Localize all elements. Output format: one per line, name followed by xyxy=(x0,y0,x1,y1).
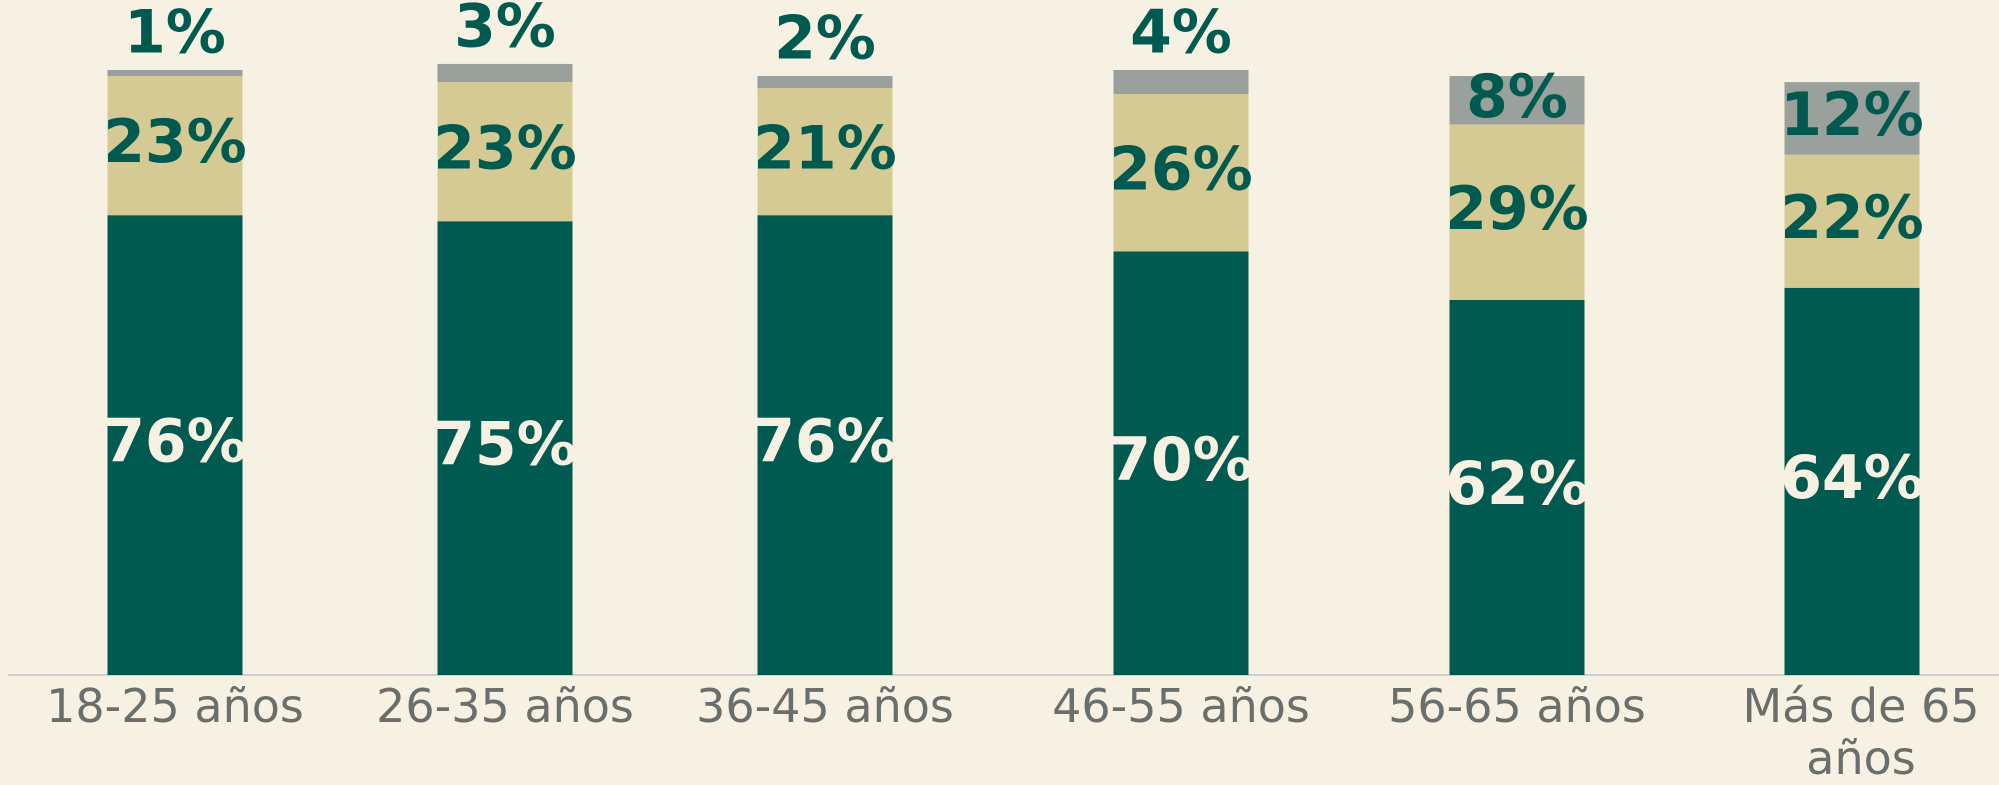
bar-segment xyxy=(1113,94,1249,252)
bar-segment xyxy=(1449,76,1585,125)
value-label: 75% xyxy=(433,410,577,480)
value-label: 62% xyxy=(1445,449,1589,519)
value-label: 70% xyxy=(1109,425,1253,495)
bar-segment xyxy=(437,63,573,83)
bar-segment xyxy=(1113,70,1249,95)
value-label: 23% xyxy=(433,113,577,183)
value-label: 21% xyxy=(753,113,897,183)
bar-segment xyxy=(1449,124,1585,300)
bar-segment xyxy=(757,215,893,675)
value-label: 23% xyxy=(103,107,247,177)
value-label: 22% xyxy=(1780,183,1924,253)
value-label: 26% xyxy=(1109,134,1253,204)
value-label: 76% xyxy=(103,407,247,477)
value-label: 2% xyxy=(774,4,876,74)
bar-segment xyxy=(1449,299,1585,675)
x-tick-label: 56-65 años xyxy=(1388,679,1646,733)
bar-segment xyxy=(107,70,243,77)
value-label: 64% xyxy=(1780,443,1924,513)
value-label: 4% xyxy=(1130,0,1232,68)
value-label: 12% xyxy=(1780,80,1924,150)
value-label: 8% xyxy=(1466,62,1568,132)
bar-segment xyxy=(757,76,893,89)
bar-segment xyxy=(107,215,243,675)
bar-segment xyxy=(757,88,893,216)
x-tick-label: 46-55 años xyxy=(1052,679,1310,733)
bar-segment xyxy=(1113,251,1249,675)
value-label: 29% xyxy=(1445,174,1589,244)
value-label: 3% xyxy=(454,0,556,62)
x-tick-label: 26-35 años xyxy=(376,679,634,733)
x-tick-label: Más de 65 años xyxy=(1742,679,1980,785)
bar-segment xyxy=(1784,82,1920,155)
bar-segment xyxy=(107,76,243,216)
value-label: 76% xyxy=(753,407,897,477)
x-tick-label: 18-25 años xyxy=(46,679,304,733)
value-label: 1% xyxy=(124,0,226,68)
x-tick-label: 36-45 años xyxy=(696,679,954,733)
bar-segment xyxy=(437,221,573,675)
bar-segment xyxy=(1784,154,1920,288)
bar-segment xyxy=(437,82,573,222)
bar-segment xyxy=(1784,287,1920,675)
